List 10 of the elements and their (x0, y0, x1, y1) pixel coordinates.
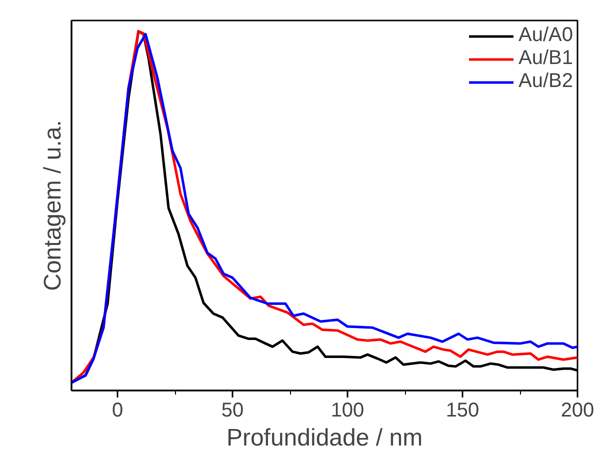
legend-label: Au/B2 (518, 70, 573, 93)
x-tick-label: 50 (221, 400, 244, 422)
x-tick-label: 200 (560, 400, 594, 422)
legend-label: Au/B1 (518, 47, 573, 70)
legend-label: Au/A0 (518, 24, 573, 47)
y-axis-title: Contagem / u.a. (40, 120, 66, 291)
x-tick-label: 100 (330, 400, 364, 422)
x-tick-label: 0 (112, 400, 124, 422)
x-axis-title: Profundidade / nm (226, 424, 423, 452)
x-tick-label: 150 (446, 400, 480, 422)
